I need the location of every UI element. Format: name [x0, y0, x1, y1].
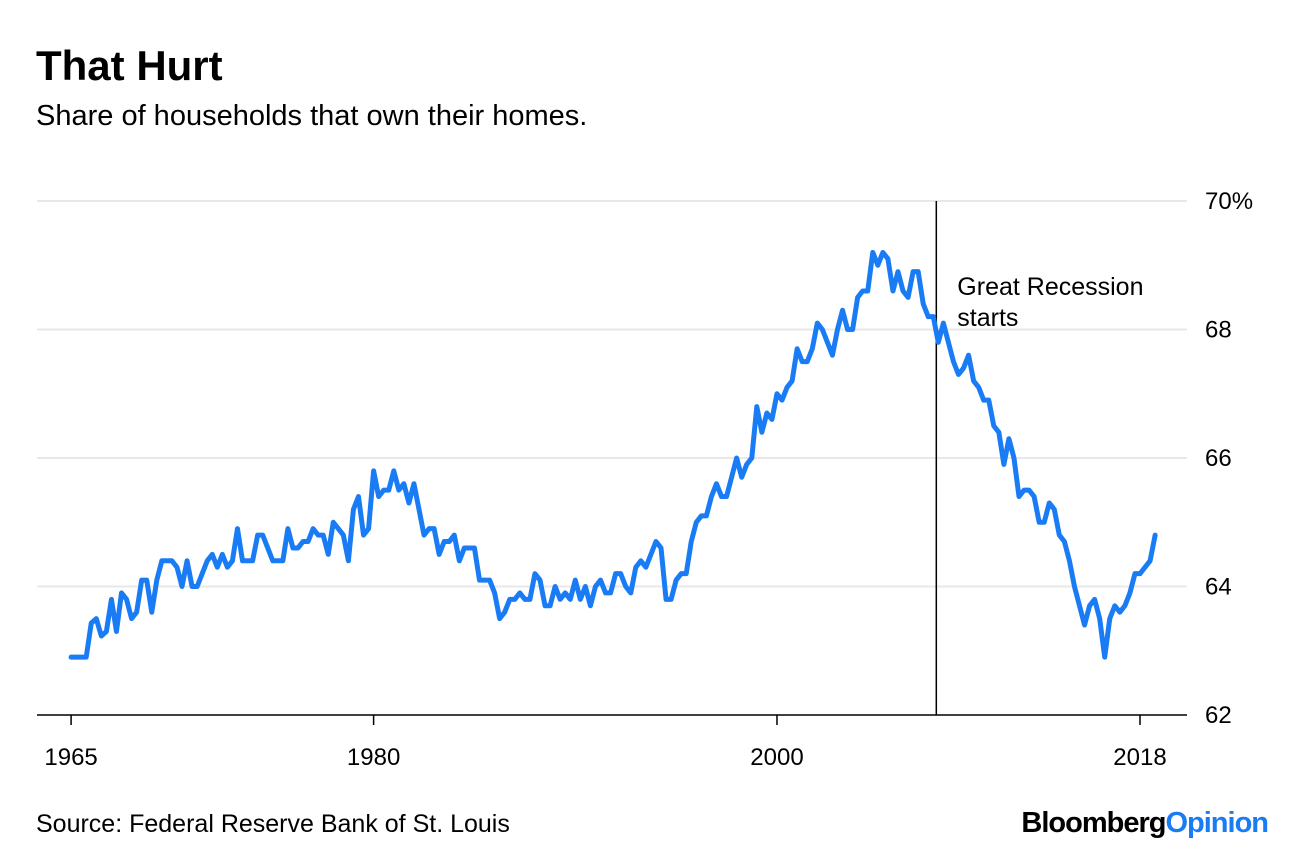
logo-brand: Bloomberg — [1021, 807, 1165, 839]
y-tick-label: 68 — [1205, 317, 1232, 344]
logo-section: Opinion — [1165, 807, 1268, 839]
chart-title: That Hurt — [36, 42, 223, 89]
source-note: Source: Federal Reserve Bank of St. Loui… — [36, 810, 510, 838]
y-tick-label: 62 — [1205, 702, 1232, 729]
logo: BloombergOpinion — [1021, 807, 1268, 839]
annotation-text: starts — [957, 304, 1018, 332]
x-tick-label: 1965 — [44, 744, 97, 771]
x-tick-label: 2000 — [750, 744, 803, 771]
x-tick-label: 1980 — [347, 744, 400, 771]
y-tick-label: 66 — [1205, 445, 1232, 472]
chart-subtitle: Share of households that own their homes… — [36, 100, 587, 132]
y-tick-label: 64 — [1205, 574, 1232, 601]
annotation-text: Great Recession — [957, 273, 1143, 301]
data-line — [68, 249, 1158, 660]
x-tick-label: 2018 — [1113, 744, 1166, 771]
y-tick-label: 70% — [1205, 188, 1253, 215]
